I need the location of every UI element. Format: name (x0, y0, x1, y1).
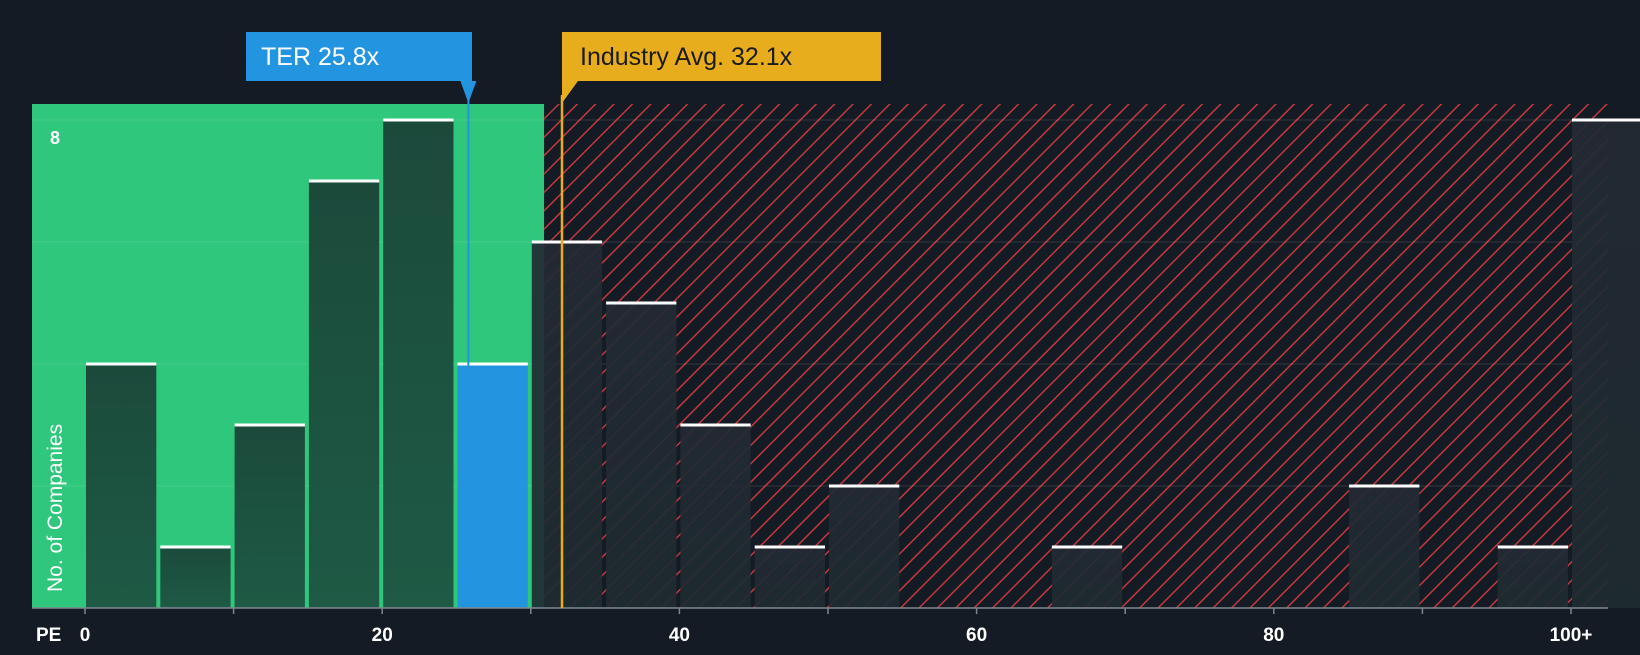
x-tick-label: 100+ (1550, 625, 1593, 646)
histogram-bar (754, 547, 825, 608)
histogram-bar (1349, 486, 1420, 608)
bar-top-cap (829, 484, 900, 488)
histogram-bar (160, 547, 231, 608)
bar-top-cap (86, 362, 157, 366)
bar-top-cap (383, 118, 454, 122)
bar-top-cap (531, 240, 603, 244)
histogram-bar (829, 486, 900, 608)
x-axis-label: PE (36, 625, 61, 646)
bar-top-cap (234, 423, 305, 427)
industry-callout (562, 32, 881, 103)
company-callout (246, 32, 477, 103)
bar-top-cap (1349, 484, 1420, 488)
bar-top-cap (1051, 545, 1123, 549)
histogram-bar (531, 242, 603, 608)
x-tick-label: 60 (966, 625, 987, 646)
histogram-bar (308, 181, 380, 608)
histogram-bar (1572, 120, 1640, 608)
industry-callout-label: Industry Avg. 32.1x (580, 43, 793, 71)
x-tick-label: 20 (372, 625, 393, 646)
bar-top-cap (680, 423, 751, 427)
y-tick-label: 8 (50, 128, 60, 148)
bar-top-cap (1572, 118, 1640, 122)
histogram-bar (680, 425, 751, 608)
histogram-bar (234, 425, 305, 608)
bar-top-cap (754, 545, 825, 549)
histogram-bar (1497, 547, 1568, 608)
bar-top-cap (1497, 545, 1568, 549)
x-tick-label: 80 (1263, 625, 1284, 646)
bar-top-cap (160, 545, 231, 549)
y-axis-label: No. of Companies (44, 424, 67, 592)
bar-top-cap (457, 362, 528, 366)
x-tick-label: 0 (80, 625, 91, 646)
histogram-bar (383, 120, 454, 608)
histogram-bar (1051, 547, 1123, 608)
company-bar (457, 364, 528, 608)
histogram-bar (606, 303, 677, 608)
bar-top-cap (308, 179, 380, 183)
histogram-bar (86, 364, 157, 608)
company-callout-label: TER 25.8x (261, 43, 380, 71)
x-tick-label: 40 (669, 625, 690, 646)
bar-top-cap (606, 301, 677, 305)
